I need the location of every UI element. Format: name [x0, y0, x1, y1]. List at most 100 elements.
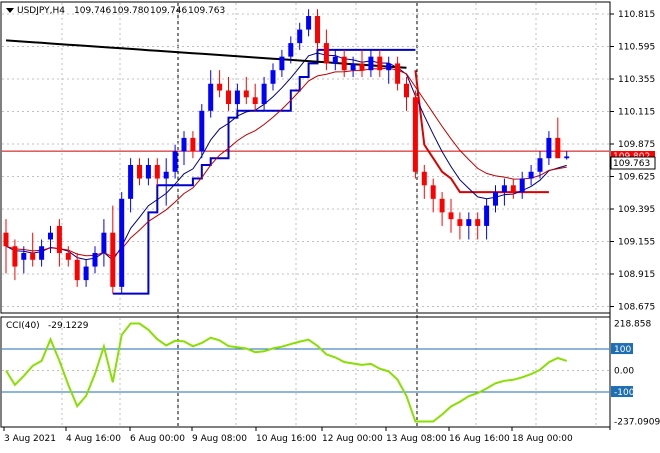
time-tick-label: 13 Aug 08:00: [386, 434, 447, 444]
time-tick-label: 12 Aug 00:00: [322, 434, 383, 444]
candle-body: [519, 178, 525, 193]
candle-body: [332, 56, 338, 64]
ohlc-low: 109.746: [150, 6, 187, 16]
candle-body: [3, 232, 9, 247]
candle-body: [110, 232, 116, 287]
candle-body: [119, 198, 125, 287]
cci-tick-label: -100: [614, 388, 635, 398]
ohlc-close: 109.763: [188, 6, 225, 16]
price-tick-label: 109.155: [618, 238, 655, 248]
time-tick-label: 18 Aug 00:00: [512, 434, 573, 444]
price-tick-label: 108.675: [618, 303, 655, 313]
current-price-label: 109.763: [613, 159, 650, 169]
hidden-price-box: [611, 151, 655, 161]
cci-axis-labels: 218.858 100 0.00 -100 -237.0909: [611, 320, 660, 428]
price-axis-labels: 110.815 110.595 110.355 110.115 109.875 109.6…: [610, 10, 655, 313]
candle-body: [564, 156, 570, 159]
price-tick-label: 109.395: [618, 205, 655, 215]
candle-body: [21, 253, 27, 260]
cci-title: CCI(40): [6, 321, 40, 331]
cci-tick-label: 0.00: [614, 367, 634, 377]
candle-body: [404, 83, 409, 98]
candle-body: [537, 158, 543, 172]
candle-body: [154, 164, 160, 179]
candle-body: [466, 219, 472, 226]
candle-body: [12, 246, 18, 267]
candle-body: [48, 232, 53, 240]
candle-body: [421, 171, 427, 186]
candle-body: [243, 90, 249, 98]
candle-body: [288, 43, 294, 57]
candle-body: [528, 171, 534, 179]
main-plot-frame: [0, 1, 611, 314]
current-price-box: [610, 156, 656, 170]
candle-body: [279, 56, 285, 71]
candle-body: [555, 137, 561, 159]
dropdown-triangle-icon[interactable]: [6, 8, 14, 13]
candle-body: [234, 90, 240, 105]
price-tick-label: 110.355: [618, 75, 655, 85]
candle-body: [226, 90, 231, 105]
cci-plot-frame: [0, 316, 611, 428]
candle-body: [101, 232, 107, 254]
candle-body: [350, 63, 356, 71]
candle-body: [546, 137, 552, 159]
candle-body: [74, 259, 80, 281]
candle-body: [368, 56, 374, 71]
cci-series: [5, 322, 568, 423]
candle-body: [217, 83, 223, 91]
candle-body: [30, 253, 36, 260]
candle-body: [172, 151, 178, 172]
price-tick-label: 108.915: [618, 270, 655, 280]
candle-body: [412, 97, 418, 172]
cci-tick-label: -237.0909: [614, 418, 660, 428]
candle-body: [306, 16, 312, 30]
candle-body: [430, 185, 436, 199]
cci-line: [5, 322, 568, 423]
ohlc-open: 109.746: [74, 6, 111, 16]
stop-resistance-line: [414, 70, 549, 194]
price-tick-label: 109.625: [618, 173, 655, 183]
candle-body: [39, 246, 45, 260]
candle-body: [145, 164, 151, 179]
candle-body: [163, 171, 169, 179]
time-tick-label: 6 Aug 00:00: [130, 434, 185, 444]
candle-body: [137, 164, 142, 179]
candle-body: [457, 219, 463, 226]
time-axis-labels: 3 Aug 2021 4 Aug 16:00 6 Aug 00:00 9 Aug 08…: [3, 427, 573, 444]
ma-fast-line: [5, 52, 567, 261]
candle-body: [377, 56, 383, 71]
candle-body: [297, 29, 303, 44]
candle-body: [315, 16, 320, 44]
candle-body: [359, 63, 365, 71]
candle-body: [128, 164, 134, 199]
cci-tick-label: 100: [614, 345, 631, 355]
candlestick-series: [3, 9, 570, 294]
candle-body: [448, 212, 454, 220]
candle-body: [56, 225, 62, 254]
ma-slow-line: [5, 67, 567, 258]
time-tick-label: 3 Aug 2021: [4, 434, 56, 444]
symbol-title: USDJPY,H4: [17, 6, 65, 16]
candle-body: [199, 110, 205, 152]
price-tick-label: 110.595: [618, 43, 655, 53]
candle-body: [510, 185, 516, 193]
candle-body: [323, 43, 329, 64]
time-tick-label: 4 Aug 16:00: [66, 434, 121, 444]
candle-body: [190, 137, 196, 152]
candle-body: [386, 63, 392, 71]
ohlc-high: 109.780: [112, 6, 149, 16]
candle-body: [501, 185, 507, 193]
cci-value: -29.1229: [48, 321, 89, 331]
candle-body: [252, 97, 258, 105]
candle-body: [261, 83, 267, 105]
candle-body: [341, 56, 347, 71]
price-tick-label: 110.115: [618, 108, 655, 118]
candle-body: [92, 253, 98, 267]
candle-body: [493, 192, 498, 206]
candle-body: [439, 198, 445, 213]
grid-lines: [2, 3, 609, 426]
cci-level-box: [611, 343, 633, 355]
